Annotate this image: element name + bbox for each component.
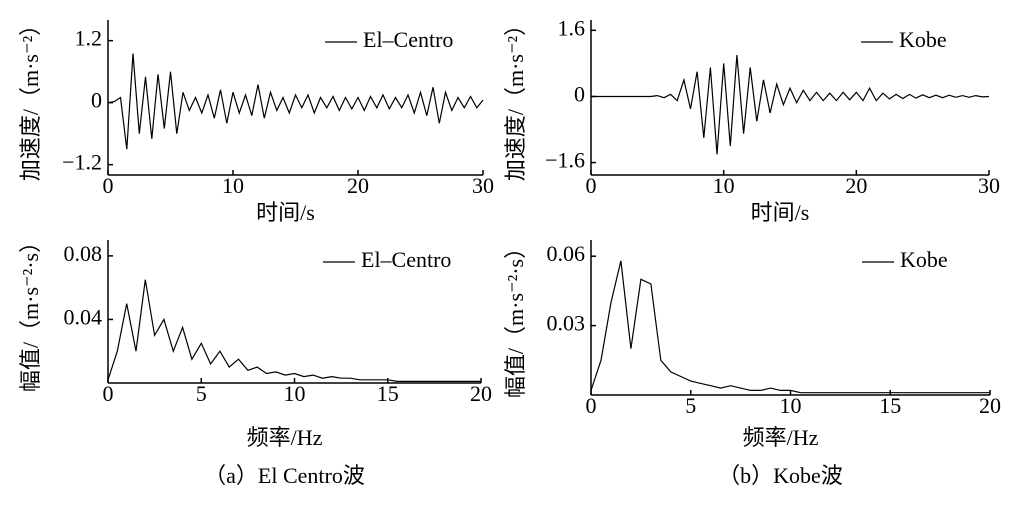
x-tick-label: 15 (377, 381, 399, 406)
x-axis-label: 频率/Hz (743, 425, 819, 450)
x-tick-label: 20 (845, 173, 867, 198)
y-axis-label: 幅值/（m·s⁻²·s） (18, 231, 43, 392)
x-tick-label: 5 (685, 393, 696, 418)
y-tick-label: 1.2 (75, 26, 103, 51)
y-tick-label: 0 (91, 88, 102, 113)
x-axis-label: 时间/s (256, 200, 315, 225)
x-tick-label: 20 (470, 381, 492, 406)
x-tick-label: 10 (222, 173, 244, 198)
y-tick-label: −1.2 (62, 150, 102, 175)
x-tick-label: 5 (196, 381, 207, 406)
y-tick-label: −1.6 (545, 148, 585, 173)
caption: （b）Kobe波 (718, 463, 843, 488)
x-tick-label: 20 (979, 393, 1001, 418)
y-tick-label: 0.04 (64, 304, 103, 329)
y-tick-label: 0.08 (64, 241, 103, 266)
legend-label: Kobe (899, 27, 947, 52)
x-tick-label: 20 (347, 173, 369, 198)
y-axis-label: 加速度/（m·s⁻²） (18, 14, 43, 181)
x-tick-label: 30 (472, 173, 494, 198)
series-line (107, 279, 481, 382)
x-tick-label: 0 (586, 173, 597, 198)
y-tick-label: 1.6 (558, 15, 586, 40)
series-line (590, 260, 990, 394)
legend-label: Kobe (900, 247, 948, 272)
x-tick-label: 0 (103, 173, 114, 198)
x-tick-label: 30 (978, 173, 1000, 198)
series-line (107, 53, 484, 150)
y-axis-label: 幅值/（m·s⁻²·s） (503, 237, 528, 398)
y-axis-label: 加速度/（m·s⁻²） (503, 14, 528, 181)
x-tick-label: 10 (284, 381, 306, 406)
x-tick-label: 15 (879, 393, 901, 418)
legend-label: El–Centro (361, 247, 451, 272)
x-tick-label: 0 (103, 381, 114, 406)
series-line (591, 55, 990, 155)
x-axis-label: 时间/s (751, 200, 810, 225)
x-axis-label: 频率/Hz (247, 425, 323, 450)
x-tick-label: 0 (586, 393, 597, 418)
legend-label: El–Centro (363, 27, 453, 52)
y-tick-label: 0 (574, 82, 585, 107)
caption: （a）El Centro波 (204, 463, 365, 488)
x-tick-label: 10 (713, 173, 735, 198)
y-tick-label: 0.03 (547, 311, 586, 336)
x-tick-label: 10 (780, 393, 802, 418)
y-tick-label: 0.06 (547, 241, 586, 266)
